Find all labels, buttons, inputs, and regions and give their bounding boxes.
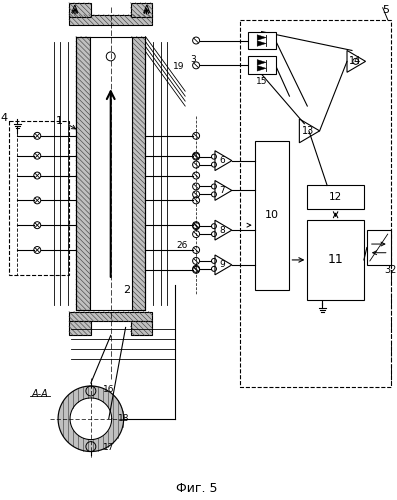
Text: 18: 18 <box>118 414 129 424</box>
Text: 1: 1 <box>56 116 63 126</box>
Polygon shape <box>257 60 266 65</box>
Bar <box>69 14 152 24</box>
Text: 7: 7 <box>219 186 225 195</box>
Bar <box>131 322 152 336</box>
Text: 26: 26 <box>177 240 188 250</box>
Text: 5: 5 <box>382 4 389 15</box>
Bar <box>307 186 364 210</box>
Text: 11: 11 <box>328 254 343 266</box>
Text: Фиг. 5: Фиг. 5 <box>176 482 218 495</box>
Text: А: А <box>71 4 79 15</box>
Bar <box>131 36 145 310</box>
Text: 19: 19 <box>172 62 184 71</box>
Bar <box>76 36 90 310</box>
Bar <box>255 141 289 290</box>
Text: 12: 12 <box>329 192 342 202</box>
Text: 8: 8 <box>219 226 225 234</box>
Bar <box>248 56 276 74</box>
Bar <box>248 32 276 50</box>
Text: 15: 15 <box>256 76 267 86</box>
Bar <box>367 230 391 265</box>
Bar <box>131 3 152 16</box>
Bar <box>69 312 152 322</box>
Polygon shape <box>257 40 266 46</box>
Bar <box>240 20 391 387</box>
Bar <box>69 3 91 16</box>
Text: 13: 13 <box>302 126 314 136</box>
Text: 17: 17 <box>103 443 114 452</box>
Text: 10: 10 <box>265 210 279 220</box>
Text: 2: 2 <box>123 284 130 294</box>
Text: А-А: А-А <box>32 389 48 399</box>
Bar <box>90 36 131 310</box>
Text: 3: 3 <box>190 55 196 64</box>
Bar <box>10 121 69 275</box>
Polygon shape <box>58 386 123 452</box>
Text: 16: 16 <box>103 386 114 394</box>
Polygon shape <box>70 398 112 440</box>
Text: А: А <box>143 4 150 15</box>
Polygon shape <box>257 35 266 40</box>
Polygon shape <box>257 66 266 71</box>
Text: 6: 6 <box>219 156 225 165</box>
Text: 32: 32 <box>385 265 397 275</box>
Bar <box>69 322 91 336</box>
Text: 14: 14 <box>349 56 361 66</box>
Text: 4: 4 <box>0 113 8 123</box>
Bar <box>307 220 364 300</box>
Text: 9: 9 <box>219 260 225 270</box>
